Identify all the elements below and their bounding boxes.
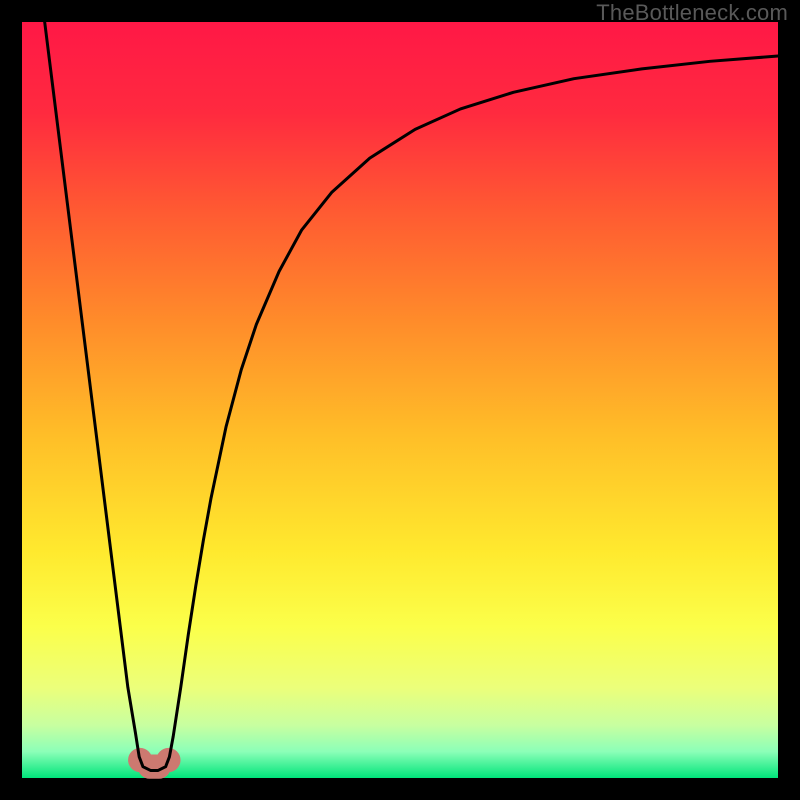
chart-svg	[0, 0, 800, 800]
chart-background	[22, 22, 778, 778]
attribution-label: TheBottleneck.com	[596, 0, 788, 26]
bottleneck-chart: TheBottleneck.com	[0, 0, 800, 800]
